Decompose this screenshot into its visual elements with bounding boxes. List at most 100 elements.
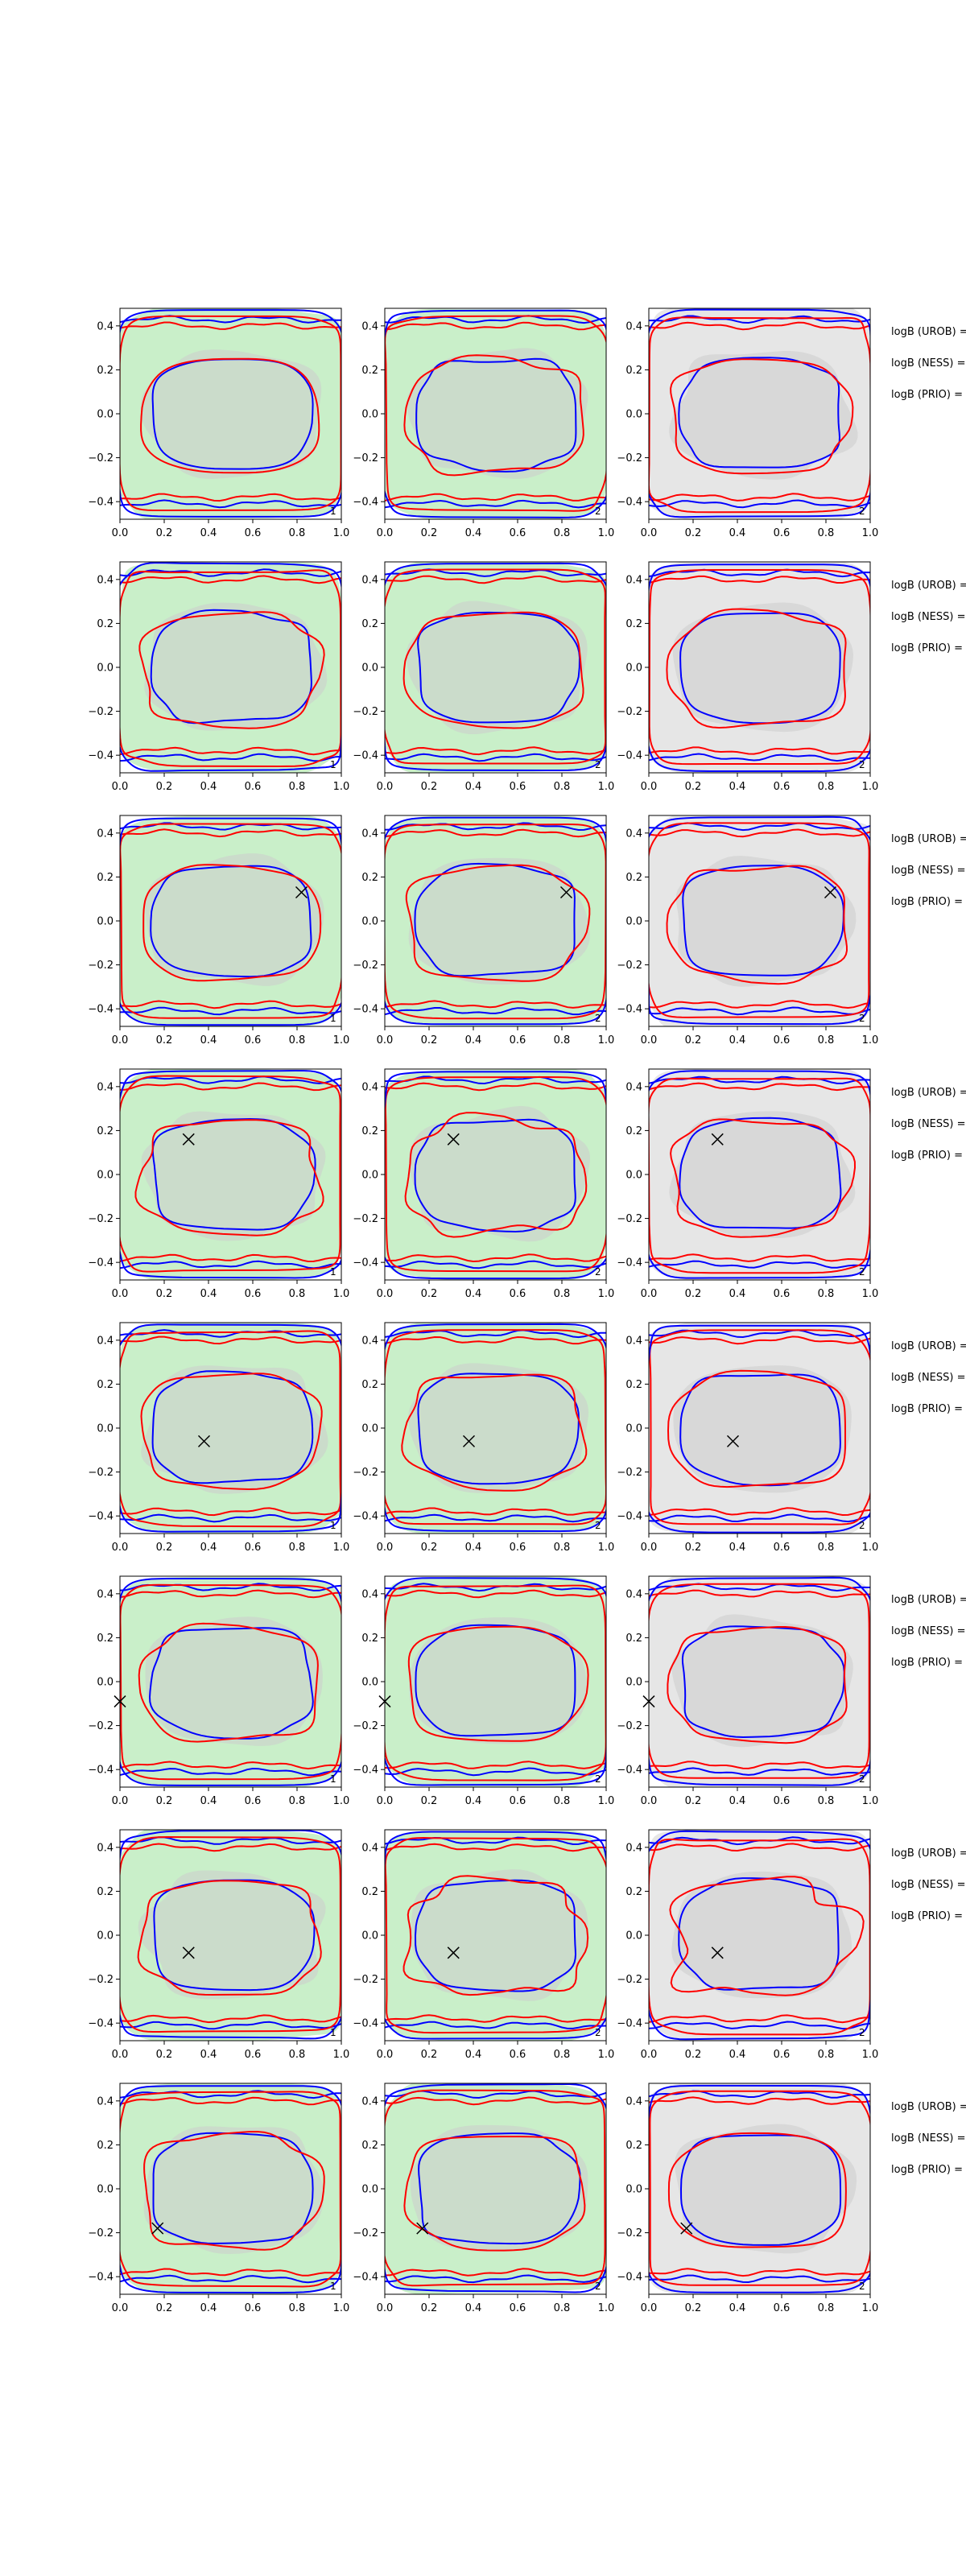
blue-outer-contour bbox=[385, 562, 606, 771]
blue-outer-contour-bottom bbox=[649, 2021, 870, 2030]
red-outer-contour-top bbox=[385, 1082, 606, 1092]
red-outer-contour-bottom bbox=[120, 2268, 341, 2277]
x-tick-label: 0.4 bbox=[200, 781, 217, 793]
logb-label: logB (NESS) = bbox=[891, 2132, 965, 2145]
y-tick-label: 0.2 bbox=[625, 2140, 642, 2152]
x-tick-label: 0.2 bbox=[421, 1542, 438, 1554]
red-inner-contour bbox=[143, 2130, 325, 2251]
red-outer-contour-top bbox=[120, 1589, 341, 1599]
y-tick-label: 0.0 bbox=[361, 1930, 378, 1942]
y-tick-label: 0.4 bbox=[625, 1081, 642, 1093]
y-tick-label: 0.2 bbox=[361, 618, 378, 630]
panel-corner-label: 2 bbox=[859, 759, 865, 770]
red-inner-contour bbox=[142, 864, 322, 982]
x-tick-label: 0.2 bbox=[685, 2302, 702, 2314]
red-outer-contour bbox=[649, 822, 870, 1018]
x-tick-label: 1.0 bbox=[598, 2049, 615, 2061]
x-tick-label: 0.8 bbox=[554, 1288, 571, 1300]
blue-outer-contour bbox=[649, 1070, 870, 1279]
red-outer-contour-bottom bbox=[649, 1761, 870, 1769]
shaded-region bbox=[675, 2124, 857, 2254]
red-outer-contour-bottom bbox=[649, 1253, 870, 1262]
x-tick-label: 0.2 bbox=[156, 2049, 173, 2061]
y-tick-label: 0.4 bbox=[97, 320, 114, 332]
panel-r1-c2: 2 0.0 0.2 0.4 0.6 0.8 1.0 0.4 0.2 0.0 −0.2 −0.4 bbox=[353, 308, 614, 539]
panel-r8-c2: 2 0.0 0.2 0.4 0.6 0.8 1.0 0.4 0.2 0.0 −0.2 −0.4 bbox=[353, 2083, 614, 2314]
y-tick-label: −0.2 bbox=[88, 960, 114, 972]
y-tick-label: 0.4 bbox=[97, 2095, 114, 2107]
x-tick-label: 0.2 bbox=[156, 781, 173, 793]
x-tick-label: 1.0 bbox=[862, 527, 879, 539]
y-tick-label: −0.2 bbox=[88, 1213, 114, 1225]
panel-r1-c1: 1 0.0 0.2 0.4 0.6 0.8 1.0 0.4 0.2 0.0 −0.2 −0.4 bbox=[88, 308, 350, 539]
y-tick-label: −0.2 bbox=[353, 452, 378, 464]
blue-inner-contour bbox=[148, 1627, 314, 1740]
y-tick-label: 0.0 bbox=[361, 2184, 378, 2196]
blue-inner-contour bbox=[682, 865, 844, 976]
x-tick-label: 1.0 bbox=[862, 1288, 879, 1300]
red-outer-contour-top bbox=[385, 828, 606, 838]
x-tick-label: 0.2 bbox=[421, 1034, 438, 1046]
red-outer-contour-bottom bbox=[120, 1761, 341, 1770]
y-tick-label: 0.4 bbox=[361, 320, 378, 332]
y-tick-label: 0.4 bbox=[361, 1081, 378, 1093]
y-tick-label: 0.0 bbox=[97, 663, 114, 675]
x-tick-label: 0.4 bbox=[729, 2302, 746, 2314]
y-tick-label: −0.2 bbox=[617, 1974, 642, 1986]
x-tick-label: 0.0 bbox=[112, 1288, 129, 1300]
red-outer-contour bbox=[120, 315, 341, 511]
blue-outer-contour bbox=[385, 309, 606, 518]
blue-outer-contour bbox=[385, 2083, 606, 2293]
red-outer-contour-top bbox=[120, 828, 341, 838]
red-inner-contour bbox=[403, 354, 584, 477]
red-inner-contour bbox=[402, 1875, 589, 1996]
panel-r7-c1: 1 0.0 0.2 0.4 0.6 0.8 1.0 0.4 0.2 0.0 −0.2 −0.4 bbox=[88, 1829, 349, 2061]
panel-corner-label: 1 bbox=[330, 2027, 336, 2038]
figure-row-4: 1 0.0 0.2 0.4 0.6 0.8 1.0 0.4 0.2 0.0 −0.2 −0.4 2 0.0… bbox=[88, 1068, 966, 1300]
x-tick-label: 0.8 bbox=[818, 1288, 835, 1300]
blue-outer-contour-top bbox=[385, 1836, 606, 1846]
y-tick-label: −0.2 bbox=[353, 960, 378, 972]
panel-r8-c1: 1 0.0 0.2 0.4 0.6 0.8 1.0 0.4 0.2 0.0 −0.2 −0.4 bbox=[88, 2083, 349, 2314]
y-tick-label: 0.4 bbox=[361, 828, 378, 840]
x-marker bbox=[726, 1435, 740, 1447]
x-tick-label: 0.8 bbox=[554, 527, 571, 539]
logb-label: logB (PRIO) = bbox=[891, 642, 963, 654]
panel-corner-label: 1 bbox=[330, 1773, 336, 1785]
red-inner-contour bbox=[402, 611, 584, 729]
red-inner-contour bbox=[138, 611, 325, 729]
x-tick-label: 0.6 bbox=[774, 2302, 791, 2314]
x-tick-label: 1.0 bbox=[862, 2302, 879, 2314]
shaded-region bbox=[673, 1365, 852, 1493]
x-tick-label: 1.0 bbox=[862, 1542, 879, 1554]
blue-inner-contour bbox=[681, 1625, 845, 1739]
blue-outer-contour-bottom bbox=[649, 1006, 870, 1016]
x-tick-label: 0.4 bbox=[729, 1288, 746, 1300]
x-tick-label: 0.6 bbox=[245, 1034, 262, 1046]
blue-inner-contour bbox=[151, 1370, 314, 1484]
logb-label: logB (UROB) = bbox=[891, 1594, 966, 1606]
red-inner-contour bbox=[669, 1876, 865, 1996]
panel-r4-c1: 1 0.0 0.2 0.4 0.6 0.8 1.0 0.4 0.2 0.0 −0.2 −0.4 bbox=[88, 1068, 349, 1300]
y-tick-label: 0.4 bbox=[625, 320, 642, 332]
red-inner-contour bbox=[140, 357, 320, 474]
panel-corner-label: 1 bbox=[330, 759, 336, 770]
x-tick-label: 1.0 bbox=[333, 527, 350, 539]
y-tick-label: −0.2 bbox=[617, 960, 642, 972]
x-tick-label: 1.0 bbox=[333, 1795, 350, 1807]
y-tick-label: 0.0 bbox=[625, 1930, 642, 1942]
red-outer-contour bbox=[649, 1329, 870, 1525]
shaded-region bbox=[408, 857, 590, 985]
y-tick-label: 0.2 bbox=[97, 872, 114, 884]
x-tick-label: 0.8 bbox=[554, 2302, 571, 2314]
y-tick-label: 0.0 bbox=[361, 1170, 378, 1182]
x-tick-label: 0.4 bbox=[729, 781, 746, 793]
x-marker bbox=[182, 1133, 195, 1146]
panel-corner-label: 1 bbox=[330, 2281, 336, 2292]
x-tick-label: 0.6 bbox=[245, 2302, 262, 2314]
logb-label: logB (NESS) = bbox=[891, 357, 965, 369]
y-tick-label: 0.0 bbox=[361, 663, 378, 675]
shaded-region bbox=[408, 1363, 588, 1493]
x-tick-label: 0.0 bbox=[641, 1288, 658, 1300]
panel-r2-c2: 2 0.0 0.2 0.4 0.6 0.8 1.0 0.4 0.2 0.0 −0.2 −0.4 bbox=[353, 561, 614, 793]
